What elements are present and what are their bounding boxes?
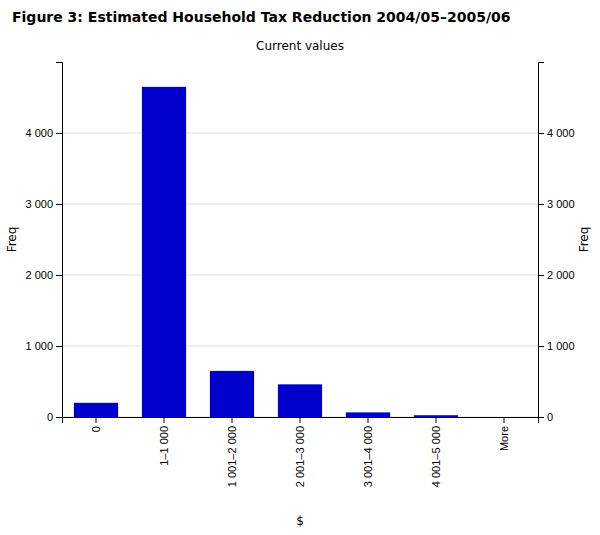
tick-label: 1–1 000: [158, 426, 170, 466]
tick: 2 001–3 000: [294, 417, 306, 487]
tick-mark: [504, 417, 505, 423]
title: Figure 3: Estimated Household Tax Reduct…: [12, 9, 510, 25]
x-axis: 0 1–1 000 1 001–2 000 2 001–3 000 3 001–4 00…: [63, 417, 539, 487]
tick-mark: [56, 346, 62, 347]
tick-label: 3 000: [25, 198, 53, 210]
tick: 0: [90, 417, 102, 432]
tick-mark: [538, 417, 544, 418]
tick-label: 2 000: [547, 269, 575, 281]
x-axis-title: $: [296, 514, 304, 528]
tick-mark: [96, 417, 97, 423]
tick-label: More: [498, 426, 510, 451]
bar: [142, 87, 186, 417]
bar: [414, 415, 458, 417]
axis-line: [56, 63, 63, 418]
y-axis-title: Freq: [5, 227, 19, 253]
tick: 0: [538, 411, 553, 423]
tick-label: 0: [547, 411, 553, 423]
tick: 2 000: [25, 269, 62, 281]
tick-mark: [300, 417, 301, 423]
tick: 4 000: [25, 127, 62, 139]
grid: [62, 133, 538, 417]
subtitle: Current values: [256, 39, 344, 53]
tick-label: 2 001–3 000: [294, 426, 306, 487]
tick-mark: [538, 346, 544, 347]
bar: [278, 384, 322, 417]
tick: 2 000: [538, 269, 575, 281]
tick-label: 0: [47, 411, 53, 423]
tick-mark: [368, 417, 369, 423]
tick-mark: [538, 275, 544, 276]
bars: [74, 87, 458, 417]
tick: 1–1 000: [158, 417, 170, 466]
y2-axis-title: Freq: [577, 227, 591, 253]
tick-mark: [56, 133, 62, 134]
tick: 3 000: [538, 198, 575, 210]
y2-axis: 0 1 000 2 000 3 000 4 000: [538, 63, 575, 424]
tick-label: 1 000: [547, 340, 575, 352]
y-axis: 0 1 000 2 000 3 000 4 000: [25, 63, 62, 424]
tick-label: 3 000: [547, 198, 575, 210]
tick-mark: [56, 275, 62, 276]
tick: 4 001–5 000: [430, 417, 442, 487]
grid-line: [62, 204, 538, 205]
tick-mark: [538, 133, 544, 134]
tick-label: 4 000: [25, 127, 53, 139]
tick-mark: [232, 417, 233, 423]
bar: [346, 412, 390, 417]
tick: More: [498, 417, 510, 451]
tick-mark: [538, 204, 544, 205]
tick-mark: [56, 204, 62, 205]
tick: 0: [47, 411, 62, 423]
tick-label: 0: [90, 426, 102, 432]
tick-label: 1 000: [25, 340, 53, 352]
chart: Figure 3: Estimated Household Tax Reduct…: [0, 0, 600, 535]
axis-line: [63, 418, 539, 424]
tick-label: 4 000: [547, 127, 575, 139]
tick: 4 000: [538, 127, 575, 139]
tick: 3 000: [25, 198, 62, 210]
grid-line: [62, 346, 538, 347]
bar: [74, 403, 118, 417]
tick-label: 3 001–4 000: [362, 426, 374, 487]
tick: 1 000: [25, 340, 62, 352]
tick-mark: [56, 417, 62, 418]
tick: 1 000: [538, 340, 575, 352]
tick-mark: [436, 417, 437, 423]
tick-label: 1 001–2 000: [226, 426, 238, 487]
tick-mark: [164, 417, 165, 423]
tick: 1 001–2 000: [226, 417, 238, 487]
tick-label: 2 000: [25, 269, 53, 281]
grid-line: [62, 133, 538, 134]
tick: 3 001–4 000: [362, 417, 374, 487]
bar: [482, 417, 526, 418]
bar: [210, 371, 254, 417]
plot: 0 1–1 000 1 001–2 000 2 001–3 000 3 001–4 00…: [25, 63, 574, 488]
tick-label: 4 001–5 000: [430, 426, 442, 487]
grid-line: [62, 275, 538, 276]
axis-line: [539, 63, 545, 418]
